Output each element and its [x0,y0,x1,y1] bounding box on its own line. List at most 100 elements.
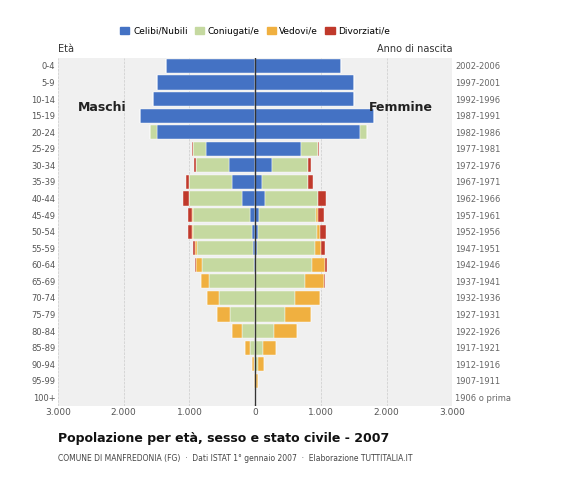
Bar [188,208,192,222]
Bar [255,208,259,222]
Bar [265,192,318,205]
Bar [166,59,255,73]
Bar [255,258,256,272]
Bar [230,307,255,322]
Bar [258,357,264,371]
Bar [255,225,258,239]
Bar [258,225,317,239]
Bar [255,108,374,123]
Text: COMUNE DI MANFREDONIA (FG)  ·  Dati ISTAT 1° gennaio 2007  ·  Elaborazione TUTTI: COMUNE DI MANFREDONIA (FG) · Dati ISTAT … [58,454,412,463]
Bar [318,192,326,205]
Bar [255,142,301,156]
Bar [219,291,255,305]
Text: Maschi: Maschi [78,101,126,114]
Bar [195,258,197,272]
Bar [202,258,254,272]
Bar [193,225,252,239]
Bar [255,175,262,189]
Bar [321,241,325,255]
Bar [197,241,253,255]
Bar [255,324,274,338]
Bar [157,75,255,89]
Bar [256,258,311,272]
Bar [255,307,285,322]
Bar [255,158,271,172]
Bar [253,357,255,371]
Bar [274,324,296,338]
Text: Popolazione per età, sesso e stato civile - 2007: Popolazione per età, sesso e stato civil… [58,432,389,445]
Text: Anno di nascita: Anno di nascita [377,44,452,54]
Bar [316,208,318,222]
Bar [206,142,255,156]
Text: Femmine: Femmine [369,101,433,114]
Bar [217,307,230,322]
Bar [140,108,255,123]
Bar [150,125,157,139]
Bar [254,258,255,272]
Bar [229,158,255,172]
Bar [207,291,219,305]
Bar [201,274,209,288]
Bar [190,192,242,205]
Bar [242,324,255,338]
Bar [256,374,258,388]
Bar [188,225,192,239]
Bar [193,208,250,222]
Bar [308,175,313,189]
Bar [255,192,265,205]
Bar [255,125,360,139]
Bar [311,258,325,272]
Bar [255,241,257,255]
Bar [301,142,318,156]
Text: Età: Età [58,44,74,54]
Bar [295,291,320,305]
Bar [245,340,250,355]
Bar [192,225,193,239]
Bar [325,258,327,272]
Bar [255,340,263,355]
Bar [318,208,324,222]
Bar [320,225,325,239]
Bar [157,125,255,139]
Bar [255,374,256,388]
Bar [252,357,253,371]
Bar [285,307,311,322]
Bar [232,175,255,189]
Bar [194,158,196,172]
Legend: Celibi/Nubili, Coniugati/e, Vedovi/e, Divorziati/e: Celibi/Nubili, Coniugati/e, Vedovi/e, Di… [117,23,394,39]
Bar [263,340,276,355]
Bar [193,241,195,255]
Bar [315,241,321,255]
Bar [196,158,229,172]
Bar [252,225,255,239]
Bar [192,142,193,156]
Bar [250,340,255,355]
Bar [324,274,325,288]
Bar [153,92,255,106]
Bar [255,357,258,371]
Bar [255,92,354,106]
Bar [195,241,197,255]
Bar [255,274,304,288]
Bar [242,192,255,205]
Bar [254,374,255,388]
Bar [255,291,295,305]
Bar [271,158,308,172]
Bar [255,59,340,73]
Bar [259,208,316,222]
Bar [255,75,354,89]
Bar [253,241,255,255]
Bar [360,125,367,139]
Bar [250,208,255,222]
Bar [257,241,315,255]
Bar [317,225,320,239]
Bar [262,175,308,189]
Bar [197,258,202,272]
Bar [304,274,324,288]
Bar [186,175,190,189]
Bar [209,274,255,288]
Bar [183,192,189,205]
Bar [232,324,242,338]
Bar [190,175,232,189]
Bar [193,142,206,156]
